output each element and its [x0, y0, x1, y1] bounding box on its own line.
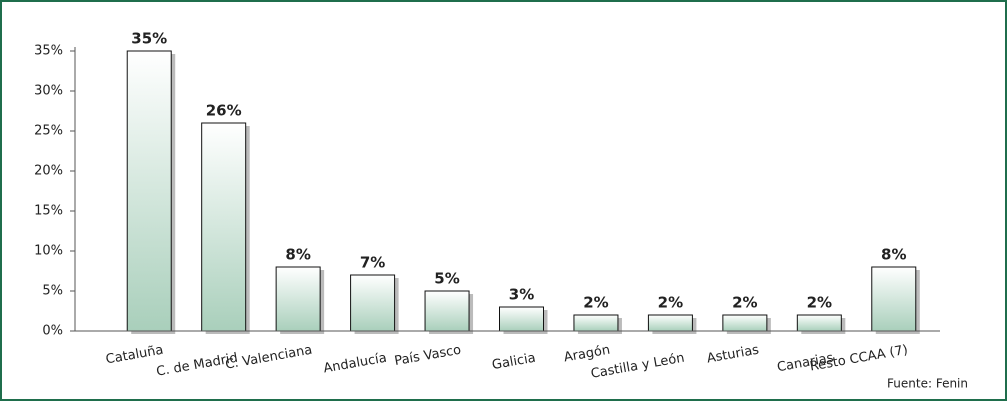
y-tick-label: 35%	[34, 44, 63, 59]
y-tick-label: 5%	[42, 284, 63, 299]
bar	[722, 314, 768, 332]
value-label: 8%	[285, 246, 310, 264]
bar	[573, 314, 619, 332]
y-tick-label: 25%	[34, 124, 63, 139]
value-label: 2%	[583, 294, 608, 312]
value-label: 26%	[206, 102, 242, 120]
value-label: 2%	[807, 294, 832, 312]
value-label: 8%	[881, 246, 906, 264]
y-tick-label: 10%	[34, 244, 63, 259]
bar	[499, 306, 544, 332]
y-tick-label: 20%	[34, 164, 63, 179]
bar	[424, 290, 470, 332]
bar	[350, 274, 396, 332]
y-tick-label: 0%	[42, 324, 63, 339]
bar	[275, 266, 321, 332]
bar	[126, 50, 172, 332]
value-label: 2%	[658, 294, 683, 312]
bar	[647, 314, 693, 332]
source: Fuente: Fenin	[887, 377, 968, 391]
bar	[201, 122, 247, 332]
y-tick-label: 30%	[34, 84, 63, 99]
bar	[796, 314, 842, 332]
y-tick-label: 15%	[34, 204, 63, 219]
value-label: 35%	[131, 30, 167, 48]
bar	[871, 266, 917, 332]
value-label: 3%	[509, 286, 534, 304]
value-label: 7%	[360, 254, 385, 272]
value-label: 5%	[434, 270, 459, 288]
value-label: 2%	[732, 294, 757, 312]
